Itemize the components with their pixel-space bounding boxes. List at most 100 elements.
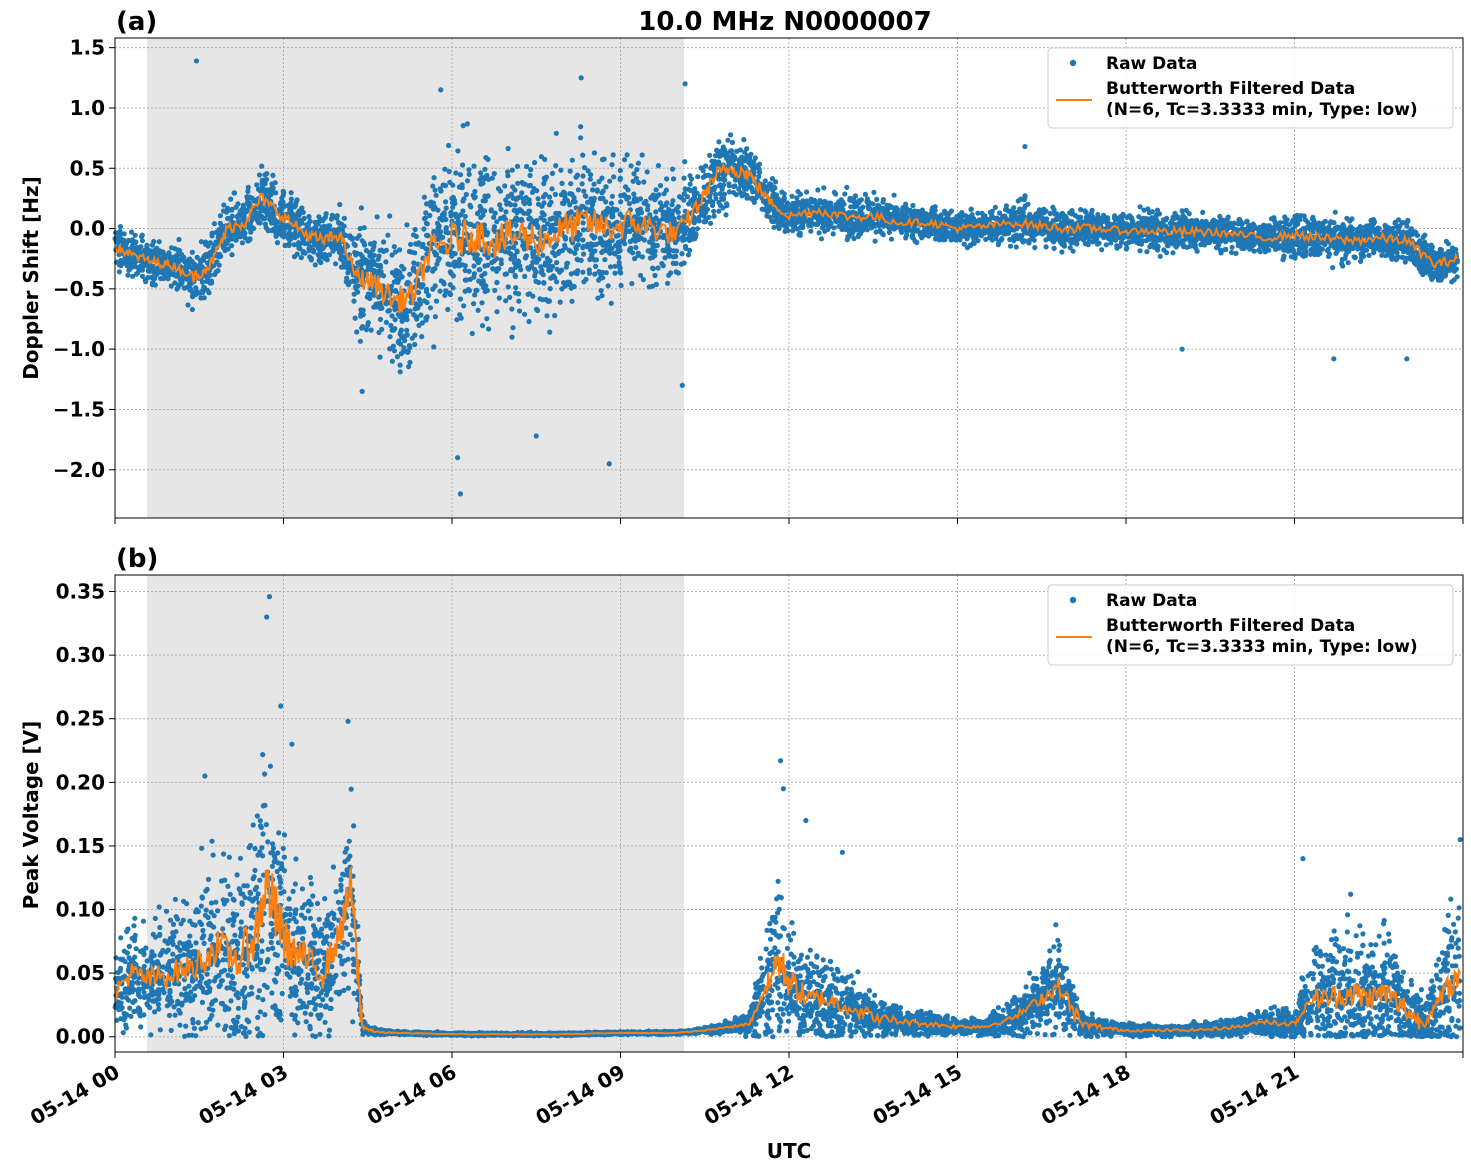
raw-data-point (408, 241, 414, 247)
raw-data-point (446, 142, 452, 149)
raw-data-point (739, 193, 745, 199)
raw-data-point (414, 316, 420, 322)
raw-data-point (791, 221, 798, 227)
raw-data-point (650, 266, 656, 272)
raw-data-point (360, 324, 366, 330)
raw-data-point (280, 199, 286, 205)
raw-data-point (508, 266, 514, 273)
raw-data-point (861, 222, 867, 228)
raw-data-point (235, 213, 241, 219)
raw-data-point (187, 287, 193, 293)
raw-data-point (652, 248, 658, 254)
raw-data-point (438, 245, 444, 251)
raw-data-point (509, 334, 515, 340)
raw-data-point (125, 272, 131, 278)
raw-data-point (461, 196, 467, 202)
raw-data-point (428, 199, 434, 205)
raw-data-point (368, 327, 374, 333)
raw-data-point (682, 159, 688, 165)
raw-data-point (547, 258, 553, 264)
raw-data-point (607, 178, 613, 184)
raw-data-point (667, 253, 673, 259)
raw-data-point (181, 285, 187, 291)
raw-data-point (1157, 253, 1163, 259)
raw-data-point (529, 189, 536, 195)
raw-data-point (583, 276, 589, 282)
raw-data-point (808, 228, 814, 234)
raw-data-point (797, 219, 804, 225)
raw-data-point (534, 218, 540, 224)
raw-data-point (381, 239, 387, 245)
raw-data-point (213, 239, 219, 245)
raw-data-point (587, 176, 593, 182)
raw-data-point (529, 218, 535, 224)
raw-data-point (567, 202, 573, 208)
raw-data-point (271, 218, 277, 224)
raw-data-point (965, 231, 971, 237)
raw-data-point (1069, 210, 1075, 216)
raw-data-point (617, 167, 623, 174)
raw-data-point (402, 348, 408, 354)
raw-data-point (880, 199, 886, 205)
raw-data-point (685, 186, 692, 192)
raw-data-point (411, 232, 417, 238)
raw-data-point (588, 198, 594, 204)
raw-data-point (404, 332, 410, 338)
raw-data-point (796, 232, 802, 238)
raw-data-point (443, 205, 449, 211)
raw-data-point (412, 306, 418, 312)
raw-data-point (516, 298, 522, 304)
raw-data-point (687, 173, 693, 179)
raw-data-point (436, 256, 442, 262)
raw-data-point (519, 208, 525, 214)
raw-data-point (598, 288, 604, 294)
raw-data-point (227, 215, 233, 221)
raw-data-point (391, 348, 397, 354)
raw-data-point (129, 237, 135, 243)
raw-data-point (139, 232, 145, 238)
raw-data-point (490, 266, 496, 272)
raw-data-point (927, 227, 933, 234)
raw-data-point (816, 230, 822, 236)
raw-data-point (133, 264, 139, 270)
raw-data-point (282, 242, 288, 249)
raw-data-point (485, 156, 491, 162)
raw-data-point (914, 227, 921, 233)
raw-data-point (557, 269, 563, 275)
raw-data-point (591, 150, 598, 156)
raw-data-point (510, 325, 516, 331)
raw-data-point (534, 188, 540, 194)
raw-data-point (663, 187, 670, 193)
raw-data-point (575, 242, 581, 248)
raw-data-point (1144, 249, 1150, 255)
raw-data-point (388, 322, 394, 329)
raw-data-point (290, 212, 296, 218)
raw-data-point (358, 205, 364, 211)
raw-data-point (533, 278, 539, 284)
raw-data-point (377, 247, 383, 253)
raw-data-point (246, 225, 252, 231)
raw-data-point (1123, 246, 1129, 252)
raw-data-point (1105, 216, 1111, 222)
raw-data-point (1127, 213, 1133, 219)
raw-data-point (399, 263, 405, 269)
raw-data-point (397, 362, 403, 368)
raw-data-point (568, 271, 574, 277)
raw-data-point (502, 183, 508, 189)
raw-data-point (741, 137, 747, 143)
raw-data-point (731, 155, 738, 161)
raw-data-point (1103, 242, 1109, 248)
raw-data-point (631, 171, 637, 177)
raw-data-point (681, 175, 687, 181)
raw-data-point (397, 330, 403, 336)
raw-data-point (731, 190, 737, 196)
raw-data-point (652, 272, 658, 279)
raw-data-point (563, 264, 570, 270)
raw-data-point (345, 282, 351, 288)
raw-data-point (599, 175, 605, 181)
raw-data-point (502, 271, 508, 277)
raw-data-point (552, 191, 559, 197)
raw-data-point (512, 202, 518, 208)
raw-data-point (702, 209, 708, 215)
raw-data-point (523, 195, 529, 201)
